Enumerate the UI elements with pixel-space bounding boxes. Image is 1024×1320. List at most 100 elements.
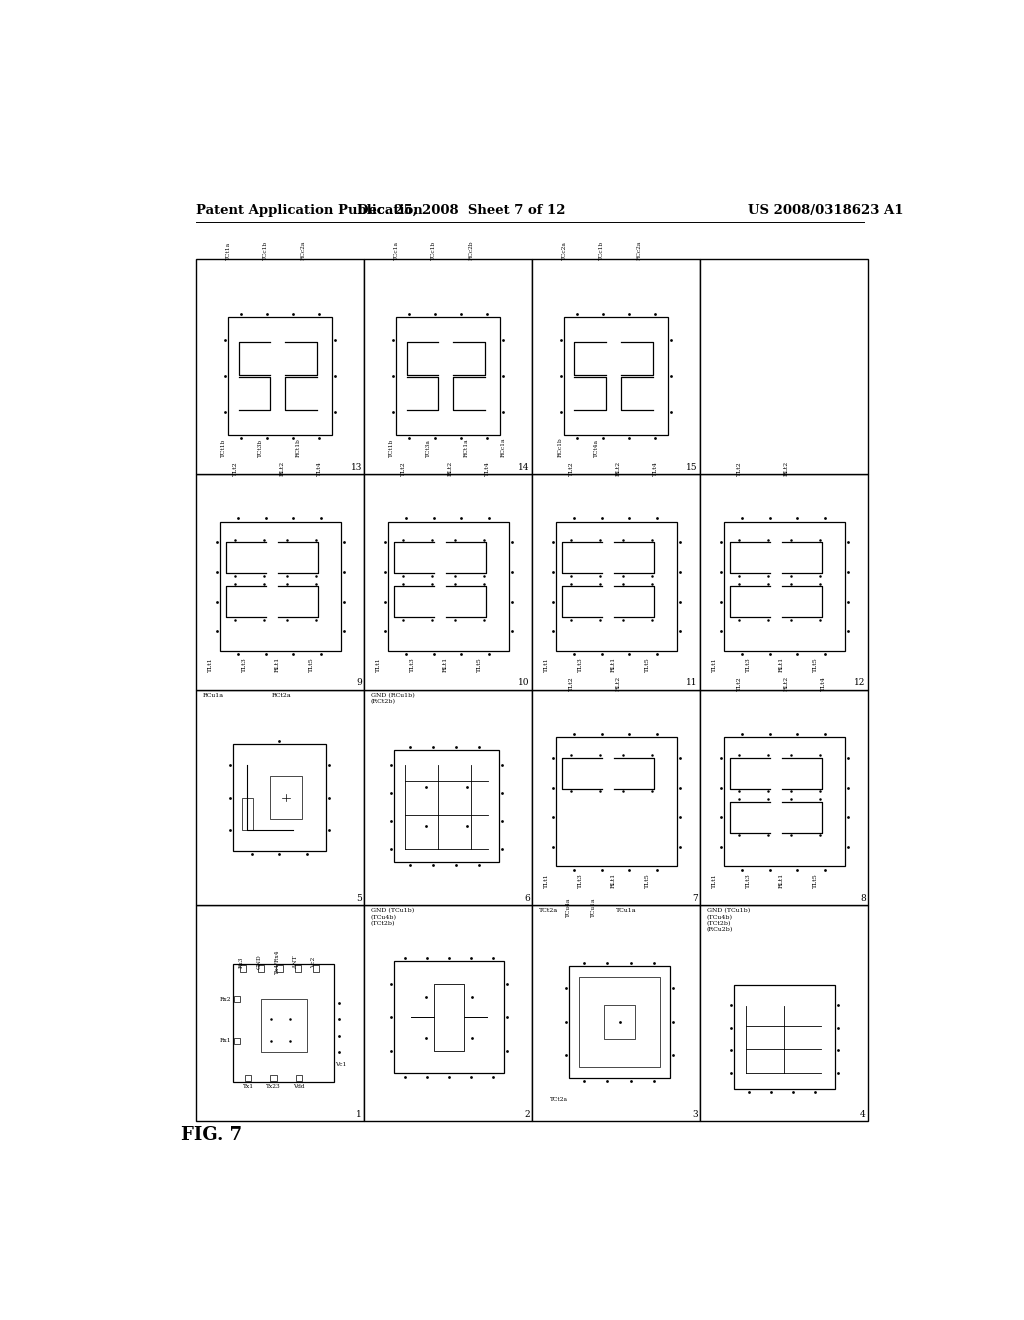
Text: Rx3: Rx3 xyxy=(239,956,244,968)
Text: TCc1a: TCc1a xyxy=(394,242,399,260)
Text: TCt2a: TCt2a xyxy=(539,908,558,913)
Text: FIG. 7: FIG. 7 xyxy=(180,1126,242,1143)
Text: (RCu2b): (RCu2b) xyxy=(707,927,733,932)
Bar xyxy=(700,689,868,906)
Text: TLt2: TLt2 xyxy=(737,676,742,692)
Bar xyxy=(228,317,332,436)
Bar xyxy=(700,259,868,474)
Bar xyxy=(197,474,365,689)
Text: TLt1: TLt1 xyxy=(376,657,381,672)
Text: 8: 8 xyxy=(860,894,866,903)
Text: Tx4/Rx4: Tx4/Rx4 xyxy=(274,949,280,974)
Bar xyxy=(365,259,532,474)
Bar xyxy=(245,1076,251,1081)
Text: (TCt2b): (TCt2b) xyxy=(371,921,395,925)
Text: TLt4: TLt4 xyxy=(821,676,826,692)
Text: RLt1: RLt1 xyxy=(275,657,281,672)
Bar xyxy=(532,474,700,689)
Text: 1: 1 xyxy=(356,1110,361,1118)
Text: TLt2: TLt2 xyxy=(737,461,742,475)
Text: 14: 14 xyxy=(518,463,529,471)
Bar xyxy=(312,965,318,972)
Bar xyxy=(532,259,700,474)
Text: TCc2a: TCc2a xyxy=(562,242,567,260)
Text: TLt3: TLt3 xyxy=(242,657,247,672)
Text: US 2008/0318623 A1: US 2008/0318623 A1 xyxy=(748,205,903,218)
Text: TCc1b: TCc1b xyxy=(263,242,268,260)
Text: TLt2: TLt2 xyxy=(401,461,407,475)
Bar xyxy=(261,999,307,1052)
Bar xyxy=(700,906,868,1121)
Text: RLt1: RLt1 xyxy=(779,657,784,672)
Text: RLt2: RLt2 xyxy=(616,676,622,692)
Text: RCt1b: RCt1b xyxy=(295,438,300,457)
Text: RLt1: RLt1 xyxy=(611,873,616,888)
Text: GND: GND xyxy=(256,954,261,969)
Text: 13: 13 xyxy=(350,463,361,471)
Text: 3: 3 xyxy=(692,1110,697,1118)
Bar xyxy=(365,474,532,689)
Bar xyxy=(270,1076,276,1081)
Bar xyxy=(396,317,501,436)
Text: (RCt2b): (RCt2b) xyxy=(371,700,396,704)
Bar xyxy=(197,906,365,1121)
Text: TLt1: TLt1 xyxy=(544,657,549,672)
Text: TLt2: TLt2 xyxy=(569,461,574,475)
Text: TCt3b: TCt3b xyxy=(258,438,263,457)
Text: Dec. 25, 2008  Sheet 7 of 12: Dec. 25, 2008 Sheet 7 of 12 xyxy=(357,205,565,218)
Bar xyxy=(569,966,670,1077)
Text: TLt5: TLt5 xyxy=(813,657,818,672)
Bar xyxy=(258,965,264,972)
Text: Vdd: Vdd xyxy=(293,1084,304,1089)
Text: Patent Application Publication: Patent Application Publication xyxy=(197,205,423,218)
Bar xyxy=(556,737,677,866)
Text: RLt1: RLt1 xyxy=(611,657,616,672)
Text: Tx1: Tx1 xyxy=(243,1084,254,1089)
Text: RLt2: RLt2 xyxy=(281,461,286,475)
Bar xyxy=(564,317,669,436)
Text: RLt2: RLt2 xyxy=(784,461,790,475)
Bar xyxy=(276,965,283,972)
Text: RCc1b: RCc1b xyxy=(557,437,562,457)
Text: RCc2a: RCc2a xyxy=(636,240,641,260)
Bar xyxy=(604,1005,635,1039)
Text: Vc1: Vc1 xyxy=(336,1061,347,1067)
Text: 9: 9 xyxy=(356,678,361,688)
Text: RCt2a: RCt2a xyxy=(271,693,292,698)
Text: TCu1a: TCu1a xyxy=(591,898,596,916)
Bar xyxy=(532,689,700,906)
Text: 12: 12 xyxy=(854,678,866,688)
Text: RCt1a: RCt1a xyxy=(463,438,468,457)
Text: TLt5: TLt5 xyxy=(309,657,313,672)
Text: RLt2: RLt2 xyxy=(784,676,790,692)
Bar xyxy=(700,474,868,689)
Bar xyxy=(233,743,326,851)
Text: RLt1: RLt1 xyxy=(443,657,449,672)
Text: TLt3: TLt3 xyxy=(578,657,583,672)
Text: TLt3: TLt3 xyxy=(745,874,751,888)
Text: TLt1: TLt1 xyxy=(208,657,213,672)
Text: TCu4a: TCu4a xyxy=(565,898,570,916)
Text: TLt5: TLt5 xyxy=(645,657,650,672)
Bar xyxy=(270,776,302,818)
Bar xyxy=(233,1038,240,1044)
Text: TCt2a: TCt2a xyxy=(550,1097,567,1102)
Text: GND (TCu1b): GND (TCu1b) xyxy=(371,908,414,913)
Text: TLt2: TLt2 xyxy=(233,461,239,475)
Text: TCt1b: TCt1b xyxy=(221,438,226,457)
Text: TCc1b: TCc1b xyxy=(599,242,604,260)
Bar xyxy=(365,906,532,1121)
Text: (TCu4b): (TCu4b) xyxy=(707,915,733,920)
Bar xyxy=(243,797,254,830)
Text: RLt1: RLt1 xyxy=(779,873,784,888)
Bar xyxy=(394,750,499,862)
Text: 10: 10 xyxy=(518,678,529,688)
Text: TLt5: TLt5 xyxy=(813,874,818,888)
Text: 6: 6 xyxy=(524,894,529,903)
Bar xyxy=(233,997,240,1002)
Bar xyxy=(197,259,365,474)
Text: (TCt2b): (TCt2b) xyxy=(707,921,731,925)
Text: GND (TCu1b): GND (TCu1b) xyxy=(707,908,751,913)
Bar xyxy=(724,737,845,866)
Text: TLt2: TLt2 xyxy=(569,676,574,692)
